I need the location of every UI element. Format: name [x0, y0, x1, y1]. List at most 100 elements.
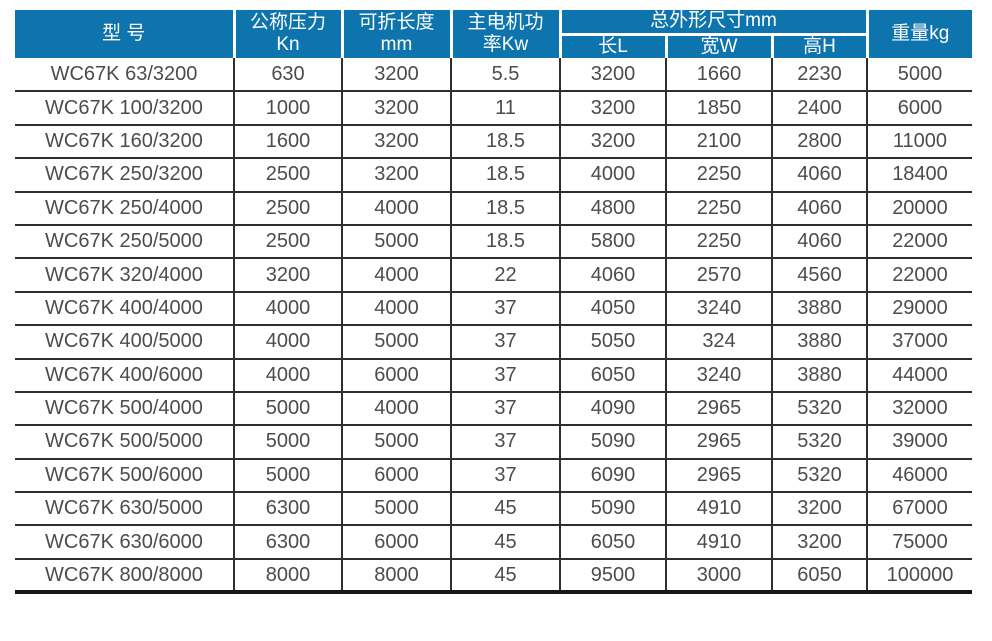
model-cell: WC67K 250/5000	[15, 224, 234, 260]
value-cell: 45	[450, 492, 560, 527]
table-row: WC67K 630/6000 6300 6000 45 6050 4910 3200 7500…	[15, 525, 972, 560]
value-cell: 4000	[341, 291, 451, 327]
model-cell: WC67K 160/3200	[15, 124, 234, 160]
value-cell: 32000	[866, 391, 972, 427]
value-cell: 18.5	[450, 158, 560, 193]
value-cell: 6050	[559, 525, 666, 560]
value-cell: 6050	[771, 558, 867, 595]
value-cell: 37	[450, 358, 560, 393]
table-row: WC67K 100/3200 1000 3200 11 3200 1850 2400 6000	[15, 91, 972, 126]
value-cell: 3200	[559, 91, 666, 126]
value-cell: 39000	[866, 425, 972, 460]
model-cell: WC67K 800/8000	[15, 558, 234, 595]
value-cell: 4000	[341, 391, 451, 427]
value-cell: 37	[450, 291, 560, 327]
value-cell: 2250	[665, 158, 772, 193]
value-cell: 4060	[771, 224, 867, 260]
value-cell: 3240	[665, 291, 772, 327]
value-cell: 3200	[233, 258, 342, 293]
value-cell: 1000	[233, 91, 342, 126]
value-cell: 4000	[233, 291, 342, 327]
value-cell: 5090	[559, 425, 666, 460]
table-row: WC67K 500/4000 5000 4000 37 4090 2965 5320 3200…	[15, 391, 972, 427]
value-cell: 37	[450, 458, 560, 494]
value-cell: 5000	[341, 425, 451, 460]
header-weight: 重量kg	[865, 10, 972, 58]
value-cell: 3200	[341, 158, 451, 193]
value-cell: 3200	[559, 58, 666, 93]
value-cell: 3200	[559, 124, 666, 160]
value-cell: 5000	[341, 224, 451, 260]
header-row-1: 型 号 公称压力 Kn 可折长度 mm 主电机功 率Kw 总外形尺寸mm 重量k…	[15, 10, 972, 58]
value-cell: 6000	[866, 91, 972, 126]
value-cell: 3200	[341, 91, 451, 126]
value-cell: 4050	[559, 291, 666, 327]
value-cell: 75000	[866, 525, 972, 560]
table-row: WC67K 500/6000 5000 6000 37 6090 2965 5320 4600…	[15, 458, 972, 494]
value-cell: 3200	[771, 525, 867, 560]
value-cell: 5000	[341, 492, 451, 527]
value-cell: 6300	[233, 492, 342, 527]
model-cell: WC67K 400/6000	[15, 358, 234, 393]
value-cell: 2570	[665, 258, 772, 293]
header-fold-length: 可折长度 mm	[340, 10, 451, 58]
model-cell: WC67K 630/6000	[15, 525, 234, 560]
table-row: WC67K 400/6000 4000 6000 37 6050 3240 3880 4400…	[15, 358, 972, 393]
value-cell: 2500	[233, 191, 342, 226]
value-cell: 3200	[771, 492, 867, 527]
value-cell: 4560	[771, 258, 867, 293]
value-cell: 4090	[559, 391, 666, 427]
value-cell: 5000	[233, 391, 342, 427]
value-cell: 22	[450, 258, 560, 293]
header-dim-length: 长L	[558, 34, 666, 58]
table-row: WC67K 63/3200 630 3200 5.5 3200 1660 2230 5000	[15, 58, 972, 93]
value-cell: 18400	[866, 158, 972, 193]
header-dim-height: 高H	[770, 34, 867, 58]
value-cell: 2500	[233, 224, 342, 260]
value-cell: 4060	[559, 258, 666, 293]
value-cell: 4910	[665, 492, 772, 527]
value-cell: 1660	[665, 58, 772, 93]
table-row: WC67K 500/5000 5000 5000 37 5090 2965 5320 3900…	[15, 425, 972, 460]
value-cell: 3200	[341, 58, 451, 93]
value-cell: 5090	[559, 492, 666, 527]
model-cell: WC67K 100/3200	[15, 91, 234, 126]
value-cell: 46000	[866, 458, 972, 494]
value-cell: 8000	[341, 558, 451, 595]
value-cell: 3000	[665, 558, 772, 595]
value-cell: 2800	[771, 124, 867, 160]
value-cell: 2965	[665, 458, 772, 494]
model-cell: WC67K 250/4000	[15, 191, 234, 226]
model-cell: WC67K 400/5000	[15, 325, 234, 360]
value-cell: 4000	[341, 191, 451, 226]
value-cell: 3880	[771, 325, 867, 360]
table-header: 型 号 公称压力 Kn 可折长度 mm 主电机功 率Kw 总外形尺寸mm 重量k…	[15, 10, 972, 58]
value-cell: 4800	[559, 191, 666, 226]
value-cell: 18.5	[450, 124, 560, 160]
value-cell: 5000	[233, 458, 342, 494]
value-cell: 6050	[559, 358, 666, 393]
header-dimensions-group: 总外形尺寸mm	[558, 10, 867, 36]
model-cell: WC67K 500/4000	[15, 391, 234, 427]
value-cell: 2500	[233, 158, 342, 193]
model-cell: WC67K 63/3200	[15, 58, 234, 93]
value-cell: 18.5	[450, 224, 560, 260]
header-model: 型 号	[15, 10, 234, 58]
value-cell: 67000	[866, 492, 972, 527]
value-cell: 37	[450, 325, 560, 360]
model-cell: WC67K 320/4000	[15, 258, 234, 293]
value-cell: 4000	[559, 158, 666, 193]
table-body: WC67K 63/3200 630 3200 5.5 3200 1660 2230 5000 W…	[15, 58, 972, 595]
table-row: WC67K 250/5000 2500 5000 18.5 5800 2250 4060 22…	[15, 224, 972, 260]
model-cell: WC67K 630/5000	[15, 492, 234, 527]
value-cell: 22000	[866, 258, 972, 293]
value-cell: 2400	[771, 91, 867, 126]
value-cell: 4000	[341, 258, 451, 293]
value-cell: 20000	[866, 191, 972, 226]
value-cell: 5800	[559, 224, 666, 260]
value-cell: 8000	[233, 558, 342, 595]
table-row: WC67K 630/5000 6300 5000 45 5090 4910 3200 6700…	[15, 492, 972, 527]
table-row: WC67K 400/5000 4000 5000 37 5050 324 3880 37000	[15, 325, 972, 360]
model-cell: WC67K 500/5000	[15, 425, 234, 460]
